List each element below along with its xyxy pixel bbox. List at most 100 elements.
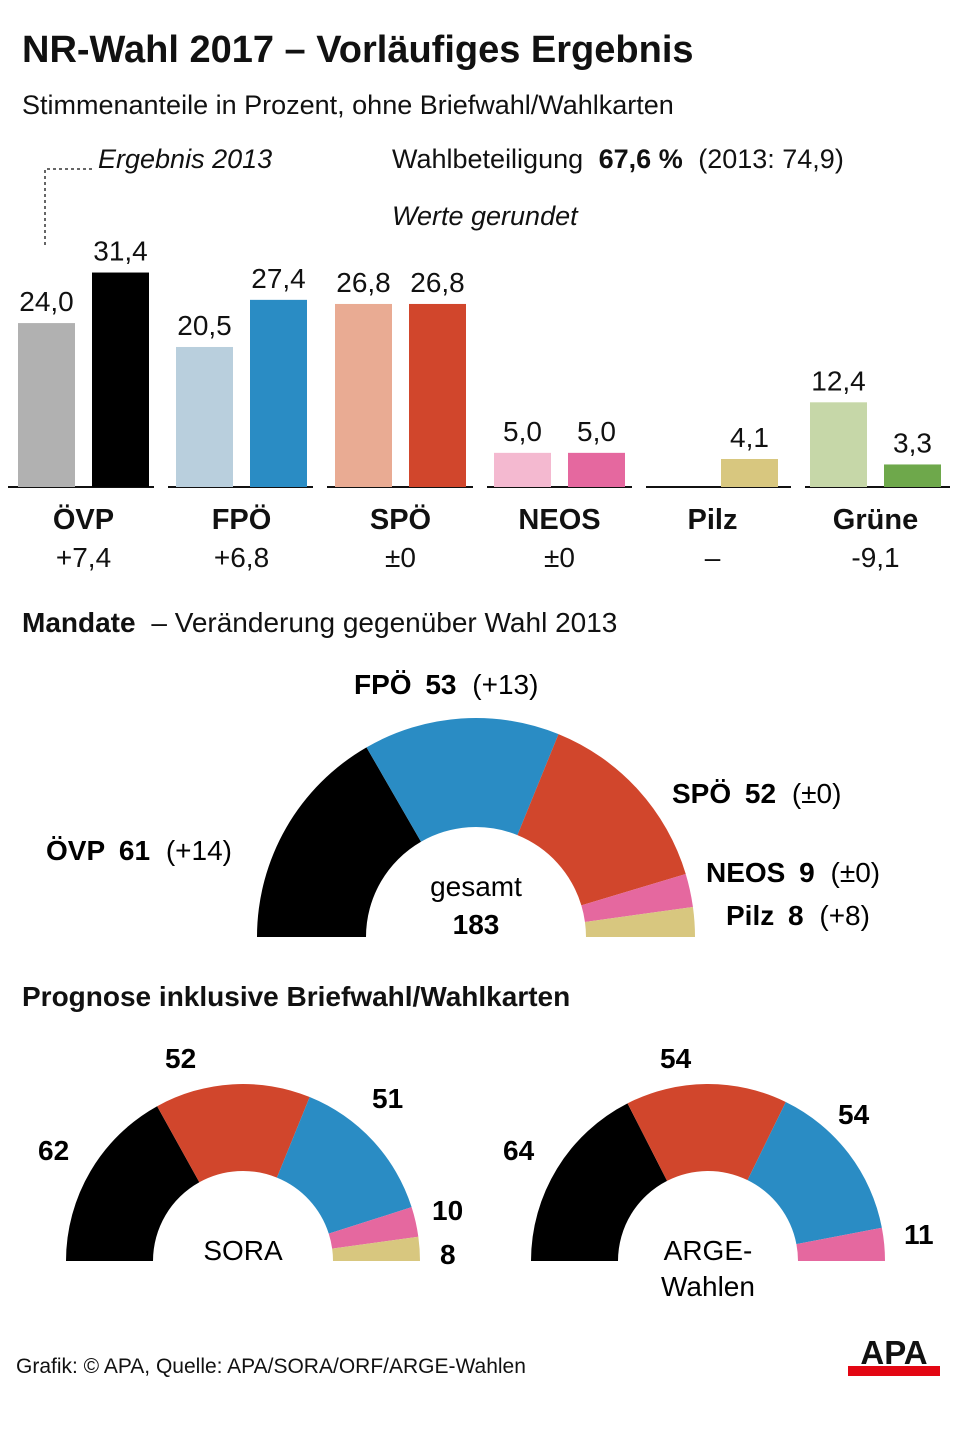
- apa-logo-text: APA: [860, 1334, 927, 1371]
- bar-value-NEOS-2013: 5,0: [503, 416, 542, 447]
- mandate-slice-NEOS: [581, 873, 693, 922]
- bar-value-ÖVP-2013: 24,0: [19, 286, 74, 317]
- arge-slice-FPÖ: [747, 1102, 882, 1245]
- mandate-pilz-name: Pilz: [726, 900, 774, 931]
- mandate-center-label: gesamt: [430, 871, 522, 902]
- mandate-oevp-change: (+14): [166, 835, 232, 866]
- mandate-seat-chart: [257, 718, 695, 937]
- mandate-fpoe-name: FPÖ: [354, 669, 412, 700]
- bar-ÖVP-2013: [18, 323, 75, 487]
- mandate-slice-Pilz: [584, 907, 695, 937]
- bar-FPÖ-2017: [250, 299, 307, 487]
- change-label-SPÖ: ±0: [385, 542, 416, 573]
- chart-subtitle: Stimmenanteile in Prozent, ohne Briefwah…: [22, 90, 674, 120]
- bar-value-FPÖ-2013: 20,5: [177, 310, 232, 341]
- mandate-slice-SPÖ: [517, 734, 686, 906]
- sora-seat-chart: [66, 1084, 420, 1261]
- bar-value-SPÖ-2017: 26,8: [410, 267, 465, 298]
- bar-SPÖ-2013: [335, 303, 392, 487]
- sora-slice-Pilz: [332, 1236, 420, 1261]
- chart-title: NR-Wahl 2017 – Vorläufiges Ergebnis: [22, 29, 694, 71]
- mandate-slice-ÖVP: [257, 747, 421, 937]
- category-label-NEOS: NEOS: [518, 504, 600, 536]
- bar-value-Grüne-2013: 12,4: [811, 365, 866, 396]
- mandate-heading-rest: – Veränderung gegenüber Wahl 2013: [151, 607, 617, 638]
- apa-logo-bar: [848, 1366, 940, 1376]
- bar-value-Grüne-2017: 3,3: [893, 427, 932, 458]
- arge-labels: 64 54 54 11: [503, 1043, 934, 1250]
- change-label-Pilz: –: [705, 542, 721, 573]
- footer-source: Grafik: © APA, Quelle: APA/SORA/ORF/ARGE…: [16, 1355, 526, 1378]
- bar-value-ÖVP-2017: 31,4: [93, 236, 148, 267]
- mandate-neos-change: (±0): [831, 857, 881, 888]
- turnout-label: Wahlbeteiligung: [392, 144, 583, 174]
- arge-slice-SPÖ: [627, 1083, 786, 1181]
- sora-slice-ÖVP: [66, 1106, 200, 1261]
- mandate-label-fpoe: FPÖ 53 (+13): [354, 669, 538, 700]
- bar-value-SPÖ-2013: 26,8: [336, 267, 391, 298]
- mandate-spoe-seats: 52: [745, 778, 776, 809]
- turnout-value: 67,6 %: [599, 144, 683, 174]
- arge-label-fpoe: 54: [838, 1099, 870, 1130]
- bar-NEOS-2013: [494, 452, 551, 487]
- mandate-fpoe-change: (+13): [472, 669, 538, 700]
- arge-label-oevp: 64: [503, 1135, 535, 1166]
- bar-Pilz-2017: [721, 458, 778, 487]
- arge-center-label: ARGE- Wahlen: [661, 1235, 755, 1302]
- arge-center-line-2: Wahlen: [661, 1271, 755, 1302]
- sora-center-label: SORA: [203, 1235, 283, 1266]
- mandate-oevp-name: ÖVP: [46, 835, 105, 866]
- sora-label-spoe: 52: [165, 1043, 196, 1074]
- category-label-Pilz: Pilz: [688, 504, 738, 536]
- mandate-spoe-change: (±0): [792, 778, 842, 809]
- rounded-note: Werte gerundet: [392, 201, 579, 231]
- bar-value-Pilz-2017: 4,1: [730, 422, 769, 453]
- sora-slice-NEOS: [328, 1207, 419, 1249]
- turnout-previous: (2013: 74,9): [698, 144, 844, 174]
- sora-label-pilz: 8: [440, 1239, 456, 1270]
- mandate-spoe-name: SPÖ: [672, 778, 731, 809]
- sora-slice-FPÖ: [276, 1097, 412, 1234]
- category-label-Grüne: Grüne: [833, 504, 918, 536]
- arge-label-neos: 11: [904, 1219, 934, 1250]
- prognose-heading: Prognose inklusive Briefwahl/Wahlkarten: [22, 981, 570, 1012]
- sora-label-fpoe: 51: [372, 1083, 403, 1114]
- mandate-label-spoe: SPÖ 52 (±0): [672, 778, 841, 809]
- mandate-labels: ÖVP 61 (+14) FPÖ 53 (+13) SPÖ 52 (±0) NE…: [46, 669, 880, 940]
- arge-slice-NEOS: [796, 1227, 885, 1261]
- mandate-pilz-change: (+8): [819, 900, 870, 931]
- bar-FPÖ-2013: [176, 346, 233, 487]
- mandate-oevp-seats: 61: [119, 835, 150, 866]
- mandate-fpoe-seats: 53: [425, 669, 456, 700]
- mandate-label-neos: NEOS 9 (±0): [706, 857, 880, 888]
- bar-ÖVP-2017: [92, 272, 149, 487]
- category-label-SPÖ: SPÖ: [370, 503, 431, 536]
- mandate-pilz-seats: 8: [788, 900, 804, 931]
- change-label-FPÖ: +6,8: [214, 542, 269, 573]
- apa-logo: APA: [848, 1334, 940, 1376]
- category-label-FPÖ: FPÖ: [212, 503, 272, 536]
- bar-Grüne-2017: [884, 464, 941, 487]
- mandate-neos-name: NEOS: [706, 857, 785, 888]
- mandate-total: 183: [453, 909, 500, 940]
- bar-value-FPÖ-2017: 27,4: [251, 263, 306, 294]
- vote-share-bar-chart: 24,0 31,4 ÖVP +7,4 20,5 27,4 FPÖ +6,8 26,8 26,8 SP…: [8, 236, 950, 573]
- change-label-Grüne: -9,1: [851, 542, 899, 573]
- mandate-heading-bold: Mandate: [22, 607, 136, 638]
- legend-2013-label: Ergebnis 2013: [98, 144, 272, 174]
- arge-label-spoe: 54: [660, 1043, 692, 1074]
- mandate-slice-FPÖ: [366, 718, 559, 842]
- change-label-NEOS: ±0: [544, 542, 575, 573]
- mandate-neos-seats: 9: [799, 857, 815, 888]
- bar-Grüne-2013: [810, 402, 867, 487]
- sora-slice-SPÖ: [157, 1084, 310, 1183]
- sora-label-oevp: 62: [38, 1135, 69, 1166]
- sora-label-neos: 10: [432, 1195, 463, 1226]
- arge-center-line-1: ARGE-: [664, 1235, 753, 1266]
- arge-slice-ÖVP: [531, 1103, 668, 1261]
- bar-value-NEOS-2017: 5,0: [577, 416, 616, 447]
- arge-seat-chart: [531, 1083, 885, 1261]
- change-label-ÖVP: +7,4: [56, 542, 111, 573]
- mandate-label-oevp: ÖVP 61 (+14): [46, 835, 232, 866]
